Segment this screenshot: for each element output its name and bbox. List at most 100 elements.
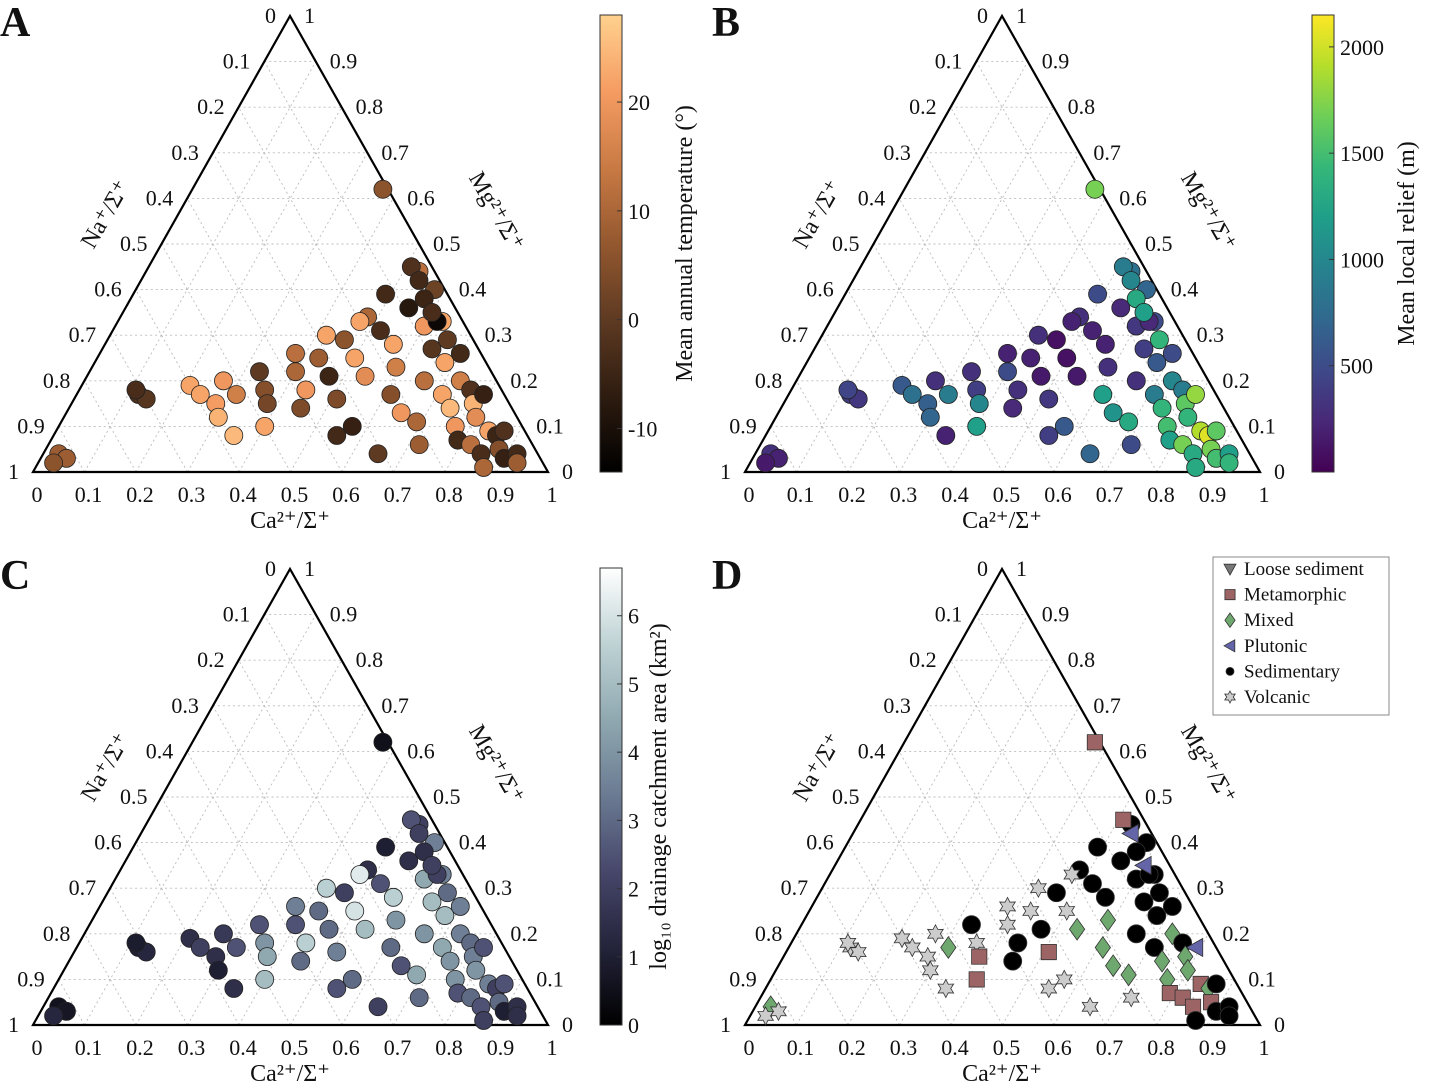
left-tick-label: 0.9 bbox=[17, 966, 45, 991]
right-tick-label: 0.4 bbox=[1171, 830, 1199, 855]
left-tick-label: 0.2 bbox=[909, 647, 937, 672]
data-point bbox=[1119, 412, 1139, 432]
gridline bbox=[161, 243, 291, 473]
data-point bbox=[1062, 312, 1082, 331]
bottom-tick-label: 0.4 bbox=[229, 482, 257, 507]
data-point bbox=[936, 426, 956, 445]
legend-marker-square bbox=[1224, 589, 1236, 601]
data-point bbox=[126, 933, 146, 953]
data-point bbox=[998, 344, 1017, 363]
left-tick-label: 0.5 bbox=[832, 784, 860, 809]
bottom-tick-label: 0.1 bbox=[75, 1035, 103, 1060]
bottom-tick-label: 0 bbox=[32, 482, 43, 507]
left-tick-label: 0.5 bbox=[120, 231, 148, 256]
bottom-tick-label: 1 bbox=[1259, 482, 1270, 507]
right-tick-label: 0.9 bbox=[330, 602, 358, 627]
colorbar-tick-label: 3 bbox=[628, 808, 639, 833]
data-point bbox=[1185, 937, 1204, 958]
right-axis-label: Mg²⁺/Σ⁺ bbox=[1175, 721, 1241, 809]
right-tick-label: 0.9 bbox=[1042, 602, 1070, 627]
data-point bbox=[466, 960, 486, 980]
data-point bbox=[962, 915, 981, 935]
panel-a: 0 0.1 0.2 0.3 0.4 0.5 0.6 0.7 0.8 0.9 100.10.20.30… bbox=[0, 0, 698, 534]
colorbar-label: Mean annual temperature (°) bbox=[672, 105, 698, 382]
data-point bbox=[409, 435, 429, 455]
data-point bbox=[319, 366, 339, 386]
data-point bbox=[309, 348, 329, 368]
gridline bbox=[924, 705, 1106, 1026]
data-point bbox=[386, 910, 406, 930]
bottom-tick-label: 0 bbox=[744, 1035, 755, 1060]
data-point bbox=[1134, 855, 1152, 876]
data-point bbox=[1126, 924, 1146, 944]
left-tick-label: 1 bbox=[720, 459, 731, 484]
right-tick-label: 0.4 bbox=[1171, 277, 1199, 302]
data-point bbox=[291, 951, 311, 971]
data-point bbox=[1147, 353, 1167, 372]
right-tick-label: 0.2 bbox=[510, 368, 538, 393]
data-point bbox=[44, 453, 63, 473]
bottom-axis-label: Ca²⁺/Σ⁺ bbox=[962, 1061, 1042, 1087]
data-point bbox=[1134, 302, 1154, 322]
colorbar-tick-label: 500 bbox=[1340, 354, 1373, 379]
data-point bbox=[440, 398, 460, 418]
right-tick-label: 1 bbox=[304, 556, 315, 581]
data-point bbox=[224, 979, 244, 998]
data-point bbox=[342, 416, 362, 436]
right-tick-label: 1 bbox=[1016, 556, 1027, 581]
data-point bbox=[409, 988, 429, 1008]
data-point bbox=[1094, 935, 1111, 959]
data-point bbox=[257, 947, 277, 967]
data-point bbox=[250, 362, 269, 382]
data-point bbox=[1068, 917, 1086, 941]
data-point bbox=[1003, 398, 1023, 418]
legend: Loose sediment Metamorphic Mixed Plutonic Se… bbox=[1212, 556, 1390, 716]
data-point bbox=[1162, 344, 1182, 363]
data-point bbox=[381, 938, 401, 957]
gridlines bbox=[770, 614, 1235, 1026]
bottom-axis-label: Ca²⁺/Σ⁺ bbox=[250, 508, 330, 534]
legend-label: Mixed bbox=[1244, 610, 1294, 631]
right-tick-label: 0.5 bbox=[433, 784, 461, 809]
data-point bbox=[1047, 330, 1066, 350]
data-point bbox=[409, 824, 429, 843]
gridline bbox=[58, 426, 85, 473]
data-point bbox=[1040, 943, 1057, 961]
bottom-tick-label: 0.9 bbox=[487, 1035, 515, 1060]
data-point bbox=[938, 385, 958, 404]
left-tick-label: 0.7 bbox=[69, 322, 97, 347]
data-point bbox=[350, 865, 370, 884]
right-tick-label: 0.2 bbox=[1222, 921, 1250, 946]
gridline bbox=[873, 243, 1003, 473]
triangle-frame bbox=[743, 13, 1262, 474]
data-point bbox=[383, 334, 403, 354]
data-point bbox=[1029, 878, 1047, 899]
bottom-tick-label: 0.9 bbox=[1199, 482, 1227, 507]
data-points bbox=[44, 732, 527, 1030]
data-point bbox=[422, 339, 442, 359]
data-point bbox=[190, 938, 210, 957]
data-point bbox=[414, 371, 434, 391]
left-tick-label: 0.9 bbox=[729, 966, 757, 991]
gridline bbox=[84, 614, 317, 1026]
data-point bbox=[1121, 823, 1139, 844]
colorbar-tick-label: 10 bbox=[628, 199, 650, 224]
gridline bbox=[212, 152, 394, 473]
gridline bbox=[161, 796, 291, 1026]
colorbar-label: Mean local relief (m) bbox=[1394, 141, 1420, 346]
data-point bbox=[286, 915, 305, 935]
data-points bbox=[757, 734, 1239, 1030]
data-point bbox=[438, 883, 457, 903]
data-point bbox=[327, 979, 347, 998]
data-point bbox=[316, 325, 336, 345]
data-point bbox=[1162, 897, 1182, 916]
data-point bbox=[1186, 385, 1205, 404]
gridline bbox=[109, 887, 188, 1026]
legend-marker-triangle-down bbox=[1223, 563, 1237, 576]
data-point bbox=[1083, 321, 1102, 341]
data-point bbox=[1039, 389, 1059, 409]
right-tick-label: 0.3 bbox=[485, 875, 512, 900]
data-point bbox=[1121, 435, 1141, 455]
data-points bbox=[756, 179, 1239, 477]
data-point bbox=[926, 923, 944, 944]
